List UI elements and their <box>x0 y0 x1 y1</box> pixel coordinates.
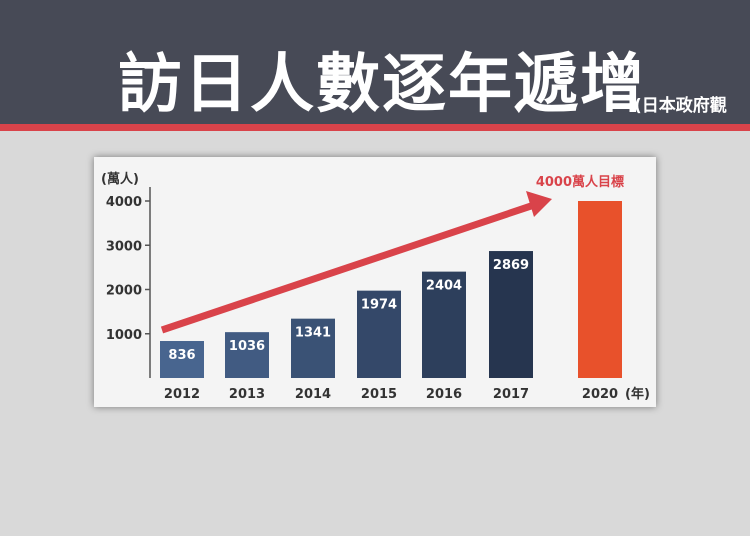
x-tick-label-2017: 2017 <box>493 387 529 402</box>
bar-2020 <box>578 201 622 378</box>
chart-card: (萬人) 1000 2000 3000 4000 836 2012 1036 2013 1341 2… <box>94 157 656 407</box>
y-tick-label: 4000 <box>106 195 142 210</box>
x-tick-label-2015: 2015 <box>361 387 397 402</box>
data-label-2016: 2404 <box>426 279 462 294</box>
data-label-2014: 1341 <box>295 326 331 341</box>
trend-arrow-line <box>160 201 536 334</box>
data-label-2017: 2869 <box>493 258 529 273</box>
data-label-2012: 836 <box>168 348 195 363</box>
bar-2017 <box>489 251 533 378</box>
bar-2012 <box>160 341 204 378</box>
y-tick-label: 2000 <box>106 284 142 299</box>
data-label-2015: 1974 <box>361 298 397 313</box>
header-banner <box>0 0 750 124</box>
x-tick-label-2016: 2016 <box>426 387 462 402</box>
header-stripe <box>0 124 750 131</box>
target-label: 4000萬人目標 <box>536 174 624 190</box>
bar-2013 <box>225 332 269 378</box>
y-tick-label: 1000 <box>106 328 142 343</box>
bar-2014 <box>291 318 335 378</box>
page-subtitle: (日本政府觀 <box>634 96 727 116</box>
y-tick-label: 3000 <box>106 239 142 254</box>
bar-2016 <box>422 271 466 378</box>
x-axis-unit: (年) <box>625 386 650 402</box>
bar-chart: (萬人) 1000 2000 3000 4000 836 2012 1036 2013 1341 2… <box>101 171 650 402</box>
y-axis-label: (萬人) <box>101 171 139 187</box>
x-tick-label-2012: 2012 <box>164 387 200 402</box>
x-tick-label-2014: 2014 <box>295 387 331 402</box>
trend-arrow-head <box>526 191 552 217</box>
bar-2015 <box>357 290 401 378</box>
page-title: 訪日人數逐年遞增 <box>118 48 646 122</box>
x-tick-label-2013: 2013 <box>229 387 265 402</box>
data-label-2013: 1036 <box>229 339 265 354</box>
x-tick-label-2020: 2020 <box>582 387 618 402</box>
